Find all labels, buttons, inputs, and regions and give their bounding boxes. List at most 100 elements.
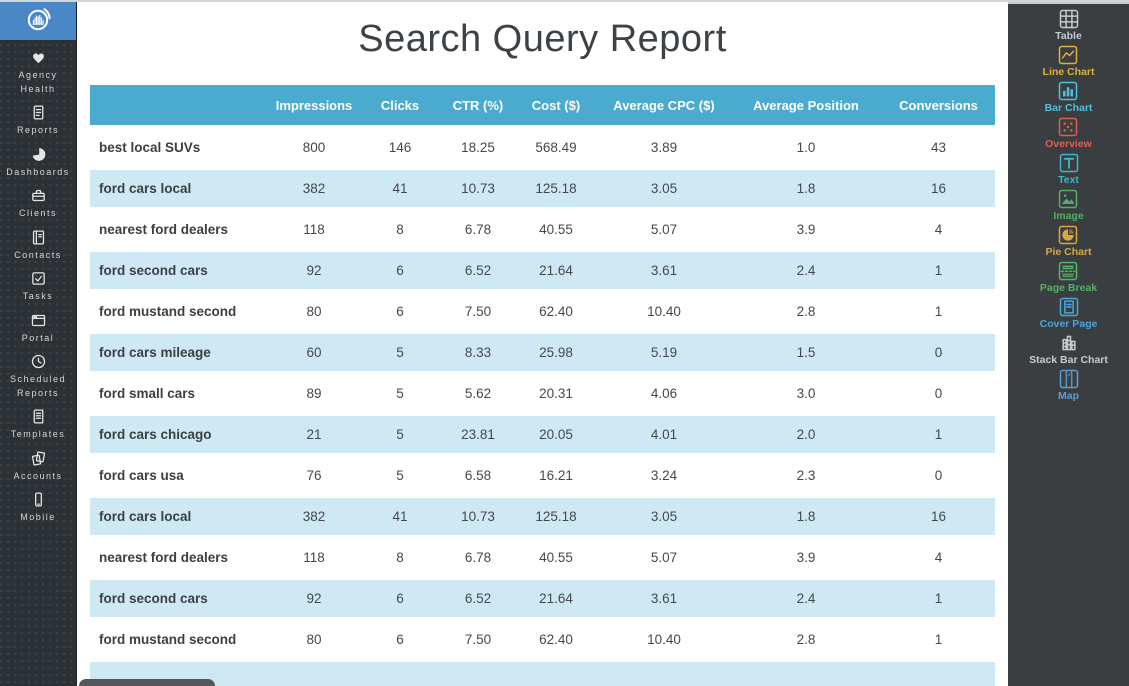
value-cell: 3.61 [598, 580, 730, 617]
value-cell: 6.58 [442, 457, 514, 494]
value-cell: 60 [270, 334, 358, 371]
value-cell: 7.50 [442, 621, 514, 658]
value-cell: 41 [358, 170, 442, 207]
value-cell: 40.55 [514, 539, 598, 576]
sidebar-item-tasks[interactable]: Tasks [0, 270, 77, 304]
sidebar-item-label: Tasks [22, 291, 54, 301]
value-cell: 23.81 [442, 416, 514, 453]
sidebar-item-label: Agency Health [18, 70, 58, 94]
value-cell: 0 [882, 334, 995, 371]
left-sidebar: Agency Health Reports Dashboards Clients… [0, 2, 77, 686]
value-cell: 1.8 [730, 170, 882, 207]
value-cell: 118 [270, 539, 358, 576]
widget-palette: Table Line Chart Bar Chart Overview Text… [1008, 2, 1129, 686]
value-cell: 125.18 [514, 170, 598, 207]
briefcase-icon [30, 187, 47, 205]
clock-icon [30, 353, 47, 371]
value-cell: 1.0 [730, 129, 882, 166]
value-cell: 40.55 [514, 211, 598, 248]
widget-label: Image [1053, 210, 1084, 222]
sidebar-item-portal[interactable]: Portal [0, 312, 77, 346]
sidebar-item-agency-health[interactable]: Agency Health [0, 49, 77, 96]
value-cell: 800 [270, 129, 358, 166]
sidebar-item-label: Scheduled Reports [9, 374, 67, 398]
value-cell: 6 [358, 621, 442, 658]
value-cell: 16.21 [514, 457, 598, 494]
widget-pie-chart[interactable]: Pie Chart [1045, 225, 1092, 258]
widget-bar-chart[interactable]: Bar Chart [1044, 81, 1093, 114]
partial-next-row [90, 662, 995, 686]
value-cell: 62.40 [514, 621, 598, 658]
value-cell: 1 [882, 580, 995, 617]
widget-stack-bar-chart[interactable]: Stack Bar Chart [1029, 333, 1108, 366]
table-row: ford cars chicago 21 5 23.81 20.05 4.01 2.0 1 [90, 416, 995, 453]
value-cell: 5 [358, 375, 442, 412]
value-cell: 1 [882, 293, 995, 330]
stacked-pages-icon [30, 450, 47, 468]
column-header-cost-: Cost ($) [514, 85, 598, 125]
bar-chart-icon [1058, 81, 1078, 101]
value-cell: 80 [270, 621, 358, 658]
overview-dots-icon [1058, 117, 1078, 137]
value-cell: 6.52 [442, 580, 514, 617]
sidebar-item-contacts[interactable]: Contacts [0, 229, 77, 263]
widget-map[interactable]: Map [1058, 369, 1079, 402]
query-column-header [90, 85, 270, 125]
value-cell: 89 [270, 375, 358, 412]
value-cell: 4 [882, 211, 995, 248]
widget-text[interactable]: Text [1058, 153, 1079, 186]
map-icon [1059, 369, 1079, 389]
pie-dashboard-icon [30, 146, 47, 164]
bottom-left-popover-edge[interactable] [79, 679, 215, 686]
table-row: nearest ford dealers 118 8 6.78 40.55 5.07 3.9… [90, 539, 995, 576]
widget-cover-page[interactable]: Cover Page [1040, 297, 1097, 330]
sidebar-item-clients[interactable]: Clients [0, 187, 77, 221]
value-cell: 1.8 [730, 498, 882, 535]
search-query-table: Impressions Clicks CTR (%) Cost ($) Average … [90, 81, 995, 686]
value-cell: 5.07 [598, 211, 730, 248]
widget-label: Bar Chart [1044, 102, 1093, 114]
widget-label: Overview [1045, 138, 1092, 150]
sidebar-item-templates[interactable]: Templates [0, 408, 77, 442]
value-cell: 1.5 [730, 334, 882, 371]
value-cell: 43 [882, 129, 995, 166]
value-cell: 4.06 [598, 375, 730, 412]
value-cell: 0 [882, 375, 995, 412]
widget-page-break[interactable]: Page Break [1040, 261, 1097, 294]
value-cell [598, 662, 730, 686]
sidebar-item-dashboards[interactable]: Dashboards [0, 146, 77, 180]
widget-image[interactable]: Image [1053, 189, 1084, 222]
value-cell: 382 [270, 170, 358, 207]
logo-icon [24, 5, 52, 38]
value-cell: 20.05 [514, 416, 598, 453]
column-header-conversions: Conversions [882, 85, 995, 125]
value-cell: 118 [270, 211, 358, 248]
stack-bar-chart-icon [1059, 333, 1079, 353]
column-header-clicks: Clicks [358, 85, 442, 125]
widget-overview[interactable]: Overview [1045, 117, 1092, 150]
widget-label: Pie Chart [1045, 246, 1092, 258]
query-cell: ford cars mileage [90, 334, 270, 371]
widget-label: Stack Bar Chart [1029, 354, 1108, 366]
widget-label: Map [1058, 390, 1079, 402]
value-cell: 10.40 [598, 293, 730, 330]
widget-label: Page Break [1039, 282, 1098, 294]
widget-table[interactable]: Table [1055, 9, 1082, 42]
value-cell: 2.3 [730, 457, 882, 494]
sidebar-item-scheduled-reports[interactable]: Scheduled Reports [0, 353, 77, 400]
image-widget-icon [1058, 189, 1078, 209]
sidebar-item-reports[interactable]: Reports [0, 104, 77, 138]
sidebar-item-accounts[interactable]: Accounts [0, 450, 77, 484]
value-cell: 3.9 [730, 539, 882, 576]
query-cell: ford second cars [90, 580, 270, 617]
value-cell: 2.4 [730, 252, 882, 289]
table-row: ford mustand second 80 6 7.50 62.40 10.40 2.8 1 [90, 621, 995, 658]
widget-line-chart[interactable]: Line Chart [1043, 45, 1094, 78]
app-logo[interactable] [0, 2, 76, 40]
value-cell: 3.05 [598, 170, 730, 207]
sidebar-item-mobile[interactable]: Mobile [0, 491, 77, 525]
cover-page-icon [1059, 297, 1079, 317]
query-cell: ford mustand second [90, 293, 270, 330]
value-cell: 6.78 [442, 211, 514, 248]
